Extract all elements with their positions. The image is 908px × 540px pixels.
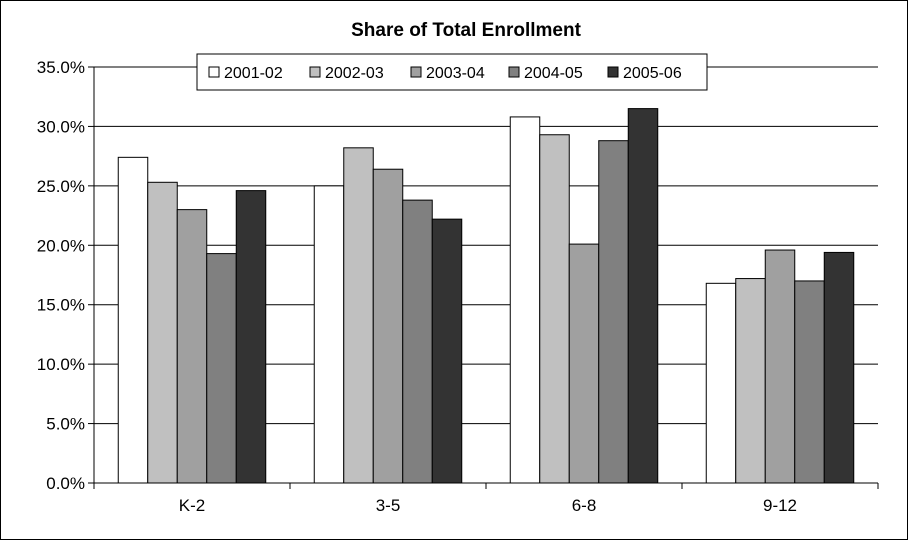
x-tick-label: 6-8 [572,496,597,515]
bar-2003-04-9-12 [764,249,796,484]
x-axis-labels: K-2 3-5 6-8 9-12 [179,496,797,515]
legend-box [196,53,708,91]
bar-2005-06-6-8 [627,108,659,484]
x-tick-label: 3-5 [376,496,401,515]
bar-2002-03-3-5 [343,147,374,484]
bar-2002-03-6-8 [539,134,570,484]
legend-label: 2003-04 [426,65,485,82]
legend-swatch-2001-02 [208,66,220,78]
y-tick-label: 0.0% [46,474,85,493]
x-tick-label: 9-12 [763,496,797,515]
bar-2005-06-9-12 [823,251,855,484]
y-tick-label: 30.0% [37,117,85,136]
bar-2002-03-K-2 [147,181,178,484]
y-axis-labels: 0.0% 5.0% 10.0% 15.0% 20.0% 25.0% 30.0% 35.0% [37,58,85,493]
x-tick-label: K-2 [179,496,205,515]
bar-2001-02-K-2 [117,156,149,484]
legend-label: 2004-05 [524,65,583,82]
bar-2005-06-3-5 [431,218,463,484]
y-tick-label: 25.0% [37,177,85,196]
bar-2001-02-9-12 [705,282,737,484]
chart-title: Share of Total Enrollment [351,20,581,41]
bar-2003-04-3-5 [372,168,404,484]
bar-2004-05-9-12 [794,280,825,484]
y-tick-label: 35.0% [37,58,85,77]
legend-label: 2005-06 [623,65,682,82]
legend-label: 2002-03 [325,65,384,82]
legend: 2001-02 2002-03 2003-04 2004-05 2005-06 [196,53,708,91]
bar-2001-02-6-8 [509,116,541,484]
bars [117,108,855,484]
y-tick-label: 15.0% [37,296,85,315]
bar-2002-03-9-12 [735,278,766,484]
legend-swatch-2003-04 [410,66,422,78]
bar-2004-05-6-8 [598,140,629,484]
y-tick-label: 20.0% [37,236,85,255]
legend-swatch-2004-05 [508,66,520,78]
legend-swatch-2002-03 [309,66,321,78]
y-tick-label: 5.0% [46,415,85,434]
legend-label: 2001-02 [224,65,283,82]
y-tick-label: 10.0% [37,355,85,374]
axes [88,66,879,489]
bar-2003-04-6-8 [568,243,600,484]
bar-2004-05-3-5 [402,199,433,484]
legend-swatch-2005-06 [607,66,619,78]
bar-2005-06-K-2 [235,190,267,484]
bar-2004-05-K-2 [206,253,237,484]
bar-2003-04-K-2 [176,209,208,484]
bar-2001-02-3-5 [313,185,345,484]
